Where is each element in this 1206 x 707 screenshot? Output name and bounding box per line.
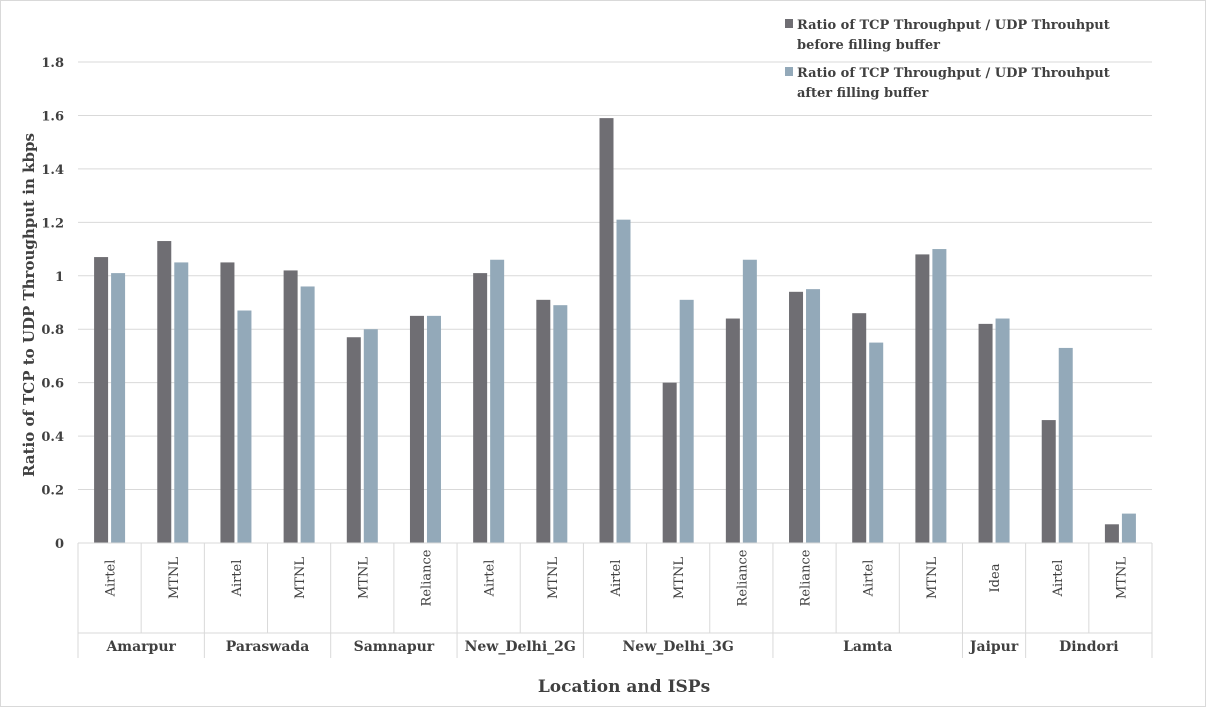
x-category-label: Reliance bbox=[419, 549, 434, 606]
bar-before-buffer bbox=[346, 337, 361, 543]
legend-swatch bbox=[785, 19, 793, 28]
bar-after-buffer bbox=[869, 342, 884, 543]
x-category-label: Reliance bbox=[735, 549, 750, 606]
y-tick-label: 0.4 bbox=[41, 430, 64, 445]
y-tick-label: 1.4 bbox=[41, 163, 64, 178]
bar-before-buffer bbox=[94, 257, 109, 543]
x-group-label: Samnapur bbox=[354, 639, 435, 655]
x-category-label: Airtel bbox=[104, 560, 119, 598]
bar-before-buffer bbox=[473, 273, 488, 543]
y-tick-label: 0.6 bbox=[41, 377, 64, 392]
bars bbox=[94, 118, 1136, 544]
bar-before-buffer bbox=[599, 118, 614, 543]
bar-before-buffer bbox=[725, 318, 740, 543]
bar-before-buffer bbox=[789, 291, 804, 543]
x-group-label: Jaipur bbox=[968, 639, 1019, 655]
bar-after-buffer bbox=[363, 329, 378, 543]
gridlines bbox=[78, 61, 1152, 491]
bar-after-buffer bbox=[300, 286, 315, 543]
bar-after-buffer bbox=[742, 259, 757, 543]
x-category-label: Reliance bbox=[799, 549, 814, 606]
x-category-label: MTNL bbox=[167, 557, 182, 599]
bar-after-buffer bbox=[932, 249, 947, 544]
x-category-label: Airtel bbox=[483, 560, 498, 598]
x-category-label: Airtel bbox=[862, 560, 877, 598]
x-category-label: MTNL bbox=[356, 557, 371, 599]
bar-before-buffer bbox=[852, 313, 867, 543]
y-tick-label: 0.2 bbox=[41, 484, 64, 499]
bar-before-buffer bbox=[915, 254, 930, 543]
bar-after-buffer bbox=[995, 318, 1010, 543]
bar-before-buffer bbox=[283, 270, 298, 543]
bar-after-buffer bbox=[490, 259, 505, 543]
x-category-label: MTNL bbox=[672, 557, 687, 599]
x-category-label: Idea bbox=[988, 563, 1003, 592]
x-category-label: Airtel bbox=[609, 560, 624, 598]
x-group-label: Dindori bbox=[1059, 639, 1118, 655]
bar-before-buffer bbox=[157, 241, 172, 544]
y-tick-label: 1.6 bbox=[41, 109, 64, 124]
legend-label: after filling buffer bbox=[797, 86, 928, 101]
bar-after-buffer bbox=[1121, 513, 1136, 543]
bar-before-buffer bbox=[662, 382, 677, 543]
x-axis-title: Location and ISPs bbox=[538, 677, 710, 697]
bar-after-buffer bbox=[616, 219, 631, 543]
legend-swatch bbox=[785, 67, 793, 76]
y-tick-label: 0 bbox=[55, 537, 64, 552]
x-axis: Airtel MTNL Airtel MTNL MTNL Reliance Airtel MT… bbox=[77, 542, 1153, 658]
bar-before-buffer bbox=[1104, 524, 1119, 543]
bar-after-buffer bbox=[111, 273, 126, 543]
y-tick-label: 1 bbox=[55, 270, 64, 285]
y-tick-label: 0.8 bbox=[41, 323, 64, 338]
bar-after-buffer bbox=[174, 262, 189, 543]
legend-label: before filling buffer bbox=[797, 38, 940, 53]
legend-label: Ratio of TCP Throughput / UDP Throuhput bbox=[797, 18, 1110, 33]
x-category-label: MTNL bbox=[546, 557, 561, 599]
x-group-label: Paraswada bbox=[226, 639, 310, 655]
bar-before-buffer bbox=[1041, 420, 1056, 543]
y-axis-title: Ratio of TCP to UDP Throughput in kbps bbox=[20, 133, 38, 477]
y-tick-label: 1.2 bbox=[41, 216, 64, 231]
x-category-label: MTNL bbox=[1114, 557, 1129, 599]
bar-after-buffer bbox=[1058, 347, 1073, 543]
bar-after-buffer bbox=[679, 299, 694, 543]
x-group-label: New_Delhi_3G bbox=[623, 639, 734, 655]
y-tick-label: 1.8 bbox=[41, 56, 64, 71]
bar-after-buffer bbox=[806, 289, 821, 543]
legend-label: Ratio of TCP Throughput / UDP Throuhput bbox=[797, 66, 1110, 81]
x-group-label: Amarpur bbox=[105, 639, 176, 655]
y-axis-ticks: 0 0.2 0.4 0.6 0.8 1 1.2 1.4 1.6 1.8 bbox=[41, 56, 64, 552]
x-category-label: MTNL bbox=[293, 557, 308, 599]
x-group-label: Lamta bbox=[843, 639, 892, 655]
bar-after-buffer bbox=[426, 315, 441, 543]
bar-before-buffer bbox=[536, 299, 551, 543]
bar-before-buffer bbox=[409, 315, 424, 543]
legend: Ratio of TCP Throughput / UDP Throuhput b… bbox=[785, 18, 1110, 101]
bar-after-buffer bbox=[237, 310, 252, 543]
x-category-label: MTNL bbox=[925, 557, 940, 599]
x-category-label: Airtel bbox=[230, 560, 245, 598]
bar-before-buffer bbox=[220, 262, 235, 543]
bar-before-buffer bbox=[978, 323, 993, 543]
x-category-label: Airtel bbox=[1051, 560, 1066, 598]
bar-after-buffer bbox=[553, 305, 568, 543]
x-group-label: New_Delhi_2G bbox=[465, 639, 576, 655]
